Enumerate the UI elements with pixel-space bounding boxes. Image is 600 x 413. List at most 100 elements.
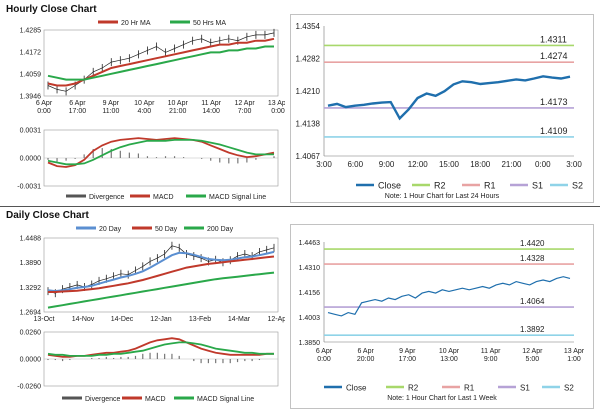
hourly-pivot-x-tick: 3:00: [316, 160, 332, 169]
hourly-pivot-y-tick: 1.4210: [296, 87, 321, 96]
hourly-price-chart: 20 Hr MA 50 Hrs MA 1.4285 1.4172 1.4059 1.394…: [20, 20, 285, 115]
hourly-pivot-level-label: 1.4173: [540, 97, 568, 107]
hourly-price-x-tick: 6 Apr 0:00: [36, 100, 53, 115]
daily-pivot-y-tick: 1.4156: [299, 290, 321, 297]
hourly-price-y-tick: 1.4059: [20, 72, 42, 79]
hourly-pivot-level-label: 1.4311: [540, 34, 567, 44]
hourly-pivot-legend-label: S1: [532, 181, 543, 191]
hourly-macd-chart: 0.0031 0.0000 -0.0031 Divergence MACD MACD Si…: [17, 128, 279, 201]
daily-price-plot-frame: [43, 237, 279, 313]
hourly-pivot-level-label: 1.4109: [540, 126, 568, 136]
daily-macd-chart: 0.0260 0.0000 -0.0260 Divergence MACD MACD Si…: [17, 330, 279, 403]
hourly-pivot-y-tick: 1.4354: [296, 22, 321, 31]
hourly-pivot-x-tick: 6:00: [347, 160, 363, 169]
hourly-pivot-x-tick: 9:00: [379, 160, 395, 169]
daily-price-ma200-line: [47, 271, 275, 309]
daily-price-y-tick: 1.3292: [20, 285, 42, 292]
daily-macd-y-tick: 0.0000: [20, 357, 42, 364]
hourly-pivot-x-tick: 21:00: [501, 160, 522, 169]
hourly-section-title: Hourly Close Chart: [6, 4, 97, 15]
hourly-price-x-tick: 10 Apr 4:00: [134, 100, 155, 115]
daily-price-x-tick: 13-Feb: [189, 316, 211, 323]
hourly-macd-legend-label: Divergence: [89, 194, 125, 201]
daily-price-x-tick: 12-Jan: [150, 316, 172, 323]
hourly-pivot-x-tick: 18:00: [470, 160, 491, 169]
daily-price-legend-label: 50 Day: [155, 226, 178, 233]
hourly-pivot-x-tick: 3:00: [566, 160, 582, 169]
hourly-price-x-tick: 11 Apr 14:00: [201, 100, 221, 115]
daily-pivot-x-tick: 11 Apr 9:00: [481, 348, 501, 363]
hourly-pivot-y-tick: 1.4282: [296, 55, 321, 64]
hourly-price-x-tick: 6 Apr 17:00: [69, 100, 87, 115]
section-divider: [0, 206, 600, 207]
daily-price-y-tick: 1.3890: [20, 260, 42, 267]
daily-pivot-y-tick: 1.4310: [299, 265, 321, 272]
daily-pivot-legend-label: S1: [520, 384, 530, 393]
daily-pivot-legend-label: R1: [464, 384, 475, 393]
daily-price-legend-label: 200 Day: [207, 226, 234, 233]
hourly-pivot-y-tick: 1.4067: [296, 152, 321, 161]
hourly-pivot-panel-frame: [290, 14, 594, 203]
daily-pivot-y-tick: 1.3850: [299, 340, 321, 347]
daily-price-x-tick: 14-Dec: [111, 316, 134, 323]
daily-pivot-x-tick: 9 Apr 17:00: [399, 348, 417, 363]
hourly-pivot-legend-label: Close: [378, 181, 401, 191]
hourly-macd-macd-line: [47, 137, 275, 168]
daily-pivot-legend-label: Close: [346, 384, 367, 393]
hourly-macd-legend-label: MACD: [153, 194, 174, 201]
daily-pivot-level-label: 1.4064: [520, 297, 545, 306]
hourly-macd-y-tick: 0.0031: [20, 128, 42, 135]
hourly-price-x-tick: 10 Apr 21:00: [168, 100, 189, 115]
daily-pivot-level-label: 1.4420: [520, 239, 545, 248]
daily-price-legend-label: 20 Day: [99, 226, 122, 233]
daily-price-y-tick: 1.2694: [20, 310, 42, 317]
daily-pivot-x-tick: 10 Apr 13:00: [439, 348, 460, 363]
daily-pivot-level-label: 1.3892: [520, 325, 545, 334]
hourly-pivot-close-line: [327, 75, 571, 121]
daily-macd-signal-line: [47, 341, 274, 357]
hourly-pivot-note: Note: 1 Hour Chart for Last 24 Hours: [385, 193, 500, 200]
daily-pivot-note: Note: 1 Hour Chart for Last 1 Week: [387, 395, 497, 402]
hourly-pivot-x-tick: 0:00: [535, 160, 551, 169]
hourly-price-legend-label: 50 Hrs MA: [193, 20, 226, 27]
hourly-price-plot-frame: [43, 29, 279, 97]
hourly-price-y-tick: 1.3946: [20, 94, 42, 101]
daily-pivot-level-label: 1.4328: [520, 254, 545, 263]
hourly-price-y-tick: 1.4172: [20, 50, 42, 57]
hourly-price-ma50-line: [47, 45, 274, 81]
hourly-macd-y-tick: -0.0031: [17, 184, 41, 191]
daily-pivot-y-tick: 1.4463: [299, 240, 321, 247]
daily-price-x-tick: 13-Oct: [33, 316, 54, 323]
daily-macd-y-tick: -0.0260: [17, 384, 41, 391]
daily-pivot-x-tick: 6 Apr 20:00: [357, 348, 375, 363]
hourly-price-x-tick: 9 Apr 11:00: [102, 100, 119, 115]
hourly-pivot-x-tick: 15:00: [439, 160, 460, 169]
hourly-pivot-y-tick: 1.4138: [296, 120, 321, 129]
hourly-pivot-level-label: 1.4274: [540, 51, 568, 61]
hourly-price-y-tick: 1.4285: [20, 28, 42, 35]
daily-section-title: Daily Close Chart: [6, 210, 89, 221]
hourly-macd-legend-label: MACD Signal Line: [209, 194, 266, 201]
hourly-macd-y-tick: 0.0000: [20, 156, 42, 163]
daily-pivot-x-tick: 6 Apr 0:00: [316, 348, 333, 363]
daily-pivot-y-tick: 1.4003: [299, 315, 321, 322]
hourly-pivot-legend-label: R1: [484, 181, 496, 191]
hourly-pivot-x-tick: 12:00: [408, 160, 429, 169]
daily-pivot-x-tick: 13 Apr 1:00: [564, 348, 585, 363]
daily-price-ma20-line: [47, 250, 275, 293]
hourly-price-legend-label: 20 Hr MA: [121, 20, 151, 27]
daily-pivot-close-line: [327, 276, 571, 317]
daily-price-ma50-line: [48, 255, 275, 293]
daily-pivot-legend-label: S2: [564, 384, 574, 393]
hourly-pivot-legend-label: R2: [434, 181, 446, 191]
daily-price-close-line: [47, 245, 275, 294]
daily-price-x-tick: 12-Apr: [267, 316, 285, 323]
daily-pivot-x-tick: 12 Apr 5:00: [522, 348, 543, 363]
daily-price-x-tick: 14-Mar: [228, 316, 251, 323]
daily-pivot-panel-frame: [290, 224, 594, 409]
daily-macd-legend-label: MACD: [145, 396, 166, 403]
daily-macd-macd-line: [47, 337, 274, 358]
hourly-pivot-legend-label: S2: [572, 181, 583, 191]
